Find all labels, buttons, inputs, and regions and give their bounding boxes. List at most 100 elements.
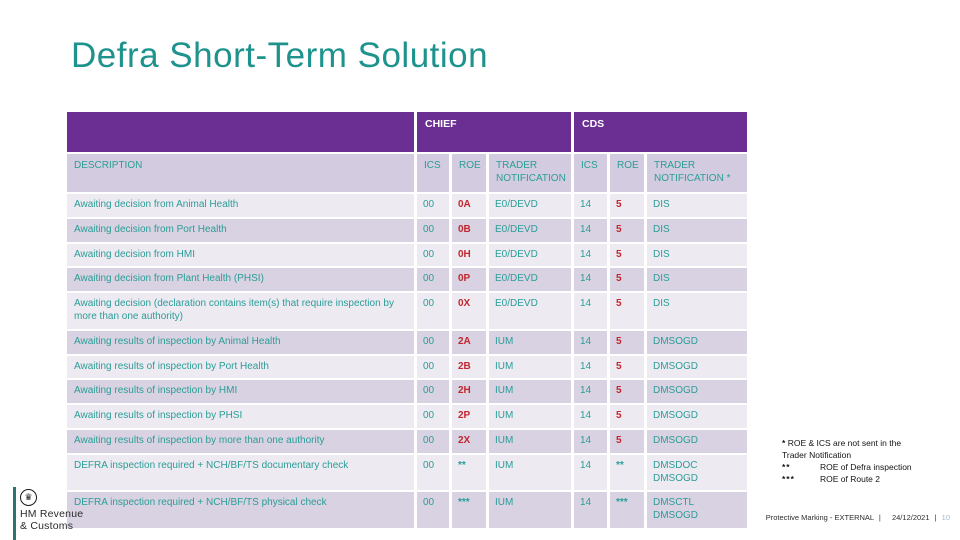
cell-value: 14	[574, 330, 607, 354]
cell-value: 0P	[452, 268, 486, 292]
footnote-mark: *	[782, 438, 786, 448]
cell-value: DMSOGD	[647, 330, 747, 354]
cell-value: 14	[574, 355, 607, 379]
cell-value: DIS	[647, 194, 747, 217]
cell-value: 5	[610, 194, 644, 217]
row-description: DEFRA inspection required + NCH/BF/TS do…	[67, 454, 414, 491]
cell-value: 5	[610, 355, 644, 379]
cell-value: 5	[610, 405, 644, 428]
cell-value: 00	[417, 355, 449, 379]
row-description: Awaiting results of inspection by HMI	[67, 380, 414, 404]
cell-value: 0A	[452, 194, 486, 217]
cell-value: **	[610, 454, 644, 491]
status-table: CHIEF CDS DESCRIPTION ICS ROE TRADER NOTIFICA…	[67, 112, 747, 528]
cell-value: 14	[574, 194, 607, 217]
cell-value: 14	[574, 293, 607, 329]
footnote-text: ROE & ICS are not sent in the Trader Not…	[782, 438, 902, 460]
column-header: ICS	[574, 154, 607, 192]
hmrc-logo-line1: HM Revenue	[20, 508, 84, 520]
cell-value: 14	[574, 405, 607, 428]
column-header: ICS	[417, 154, 449, 192]
cell-value: DIS	[647, 293, 747, 329]
column-header: TRADER NOTIFICATION *	[647, 154, 747, 192]
cell-value: 00	[417, 218, 449, 242]
cell-value: 5	[610, 268, 644, 292]
cell-value: IUM	[489, 355, 571, 379]
cell-value: 00	[417, 380, 449, 404]
row-description: Awaiting results of inspection by Port H…	[67, 355, 414, 379]
hmrc-logo: ♛ HM Revenue & Customs	[20, 489, 83, 532]
footer-separator: |	[934, 513, 937, 522]
cell-value: 2X	[452, 429, 486, 453]
footer-separator: |	[878, 513, 881, 522]
cell-value: 14	[574, 429, 607, 453]
cell-value: 00	[417, 330, 449, 354]
cell-value: 00	[417, 194, 449, 217]
footnotes: * ROE & ICS are not sent in the Trader N…	[782, 438, 924, 486]
cell-value: DIS	[647, 218, 747, 242]
cell-value: 00	[417, 492, 449, 528]
cell-value: IUM	[489, 429, 571, 453]
cell-value: 5	[610, 293, 644, 329]
footnote-text: ROE of Defra inspection	[820, 461, 912, 472]
cell-value: 5	[610, 330, 644, 354]
cell-value: ***	[610, 492, 644, 528]
cell-value: 5	[610, 429, 644, 453]
cell-value: 14	[574, 268, 607, 292]
cell-value: 14	[574, 218, 607, 242]
cell-value: 00	[417, 293, 449, 329]
cell-value: DMSOGD	[647, 355, 747, 379]
cell-value: DIS	[647, 268, 747, 292]
row-description: Awaiting decision (declaration contains …	[67, 293, 414, 329]
row-description: DEFRA inspection required + NCH/BF/TS ph…	[67, 492, 414, 528]
cell-value: 14	[574, 380, 607, 404]
crown-icon: ♛	[20, 489, 37, 506]
cell-value: 5	[610, 243, 644, 267]
row-description: Awaiting results of inspection by more t…	[67, 429, 414, 453]
cell-value: DMSOGD	[647, 429, 747, 453]
cell-value: 14	[574, 243, 607, 267]
hmrc-logo-line2: & Customs	[20, 519, 74, 532]
footnote-mark: **	[782, 461, 791, 472]
cell-value: E0/DEVD	[489, 293, 571, 329]
footnote-line: * ROE & ICS are not sent in the Trader N…	[782, 438, 924, 462]
footer-marking: Protective Marking - EXTERNAL	[765, 513, 874, 522]
cell-value: DMSOGD	[647, 405, 747, 428]
cell-value: IUM	[489, 380, 571, 404]
footnote-line: ** ROE of Defra inspection	[782, 462, 924, 474]
footer: Protective Marking - EXTERNAL | 24/12/20…	[0, 513, 950, 522]
cell-value: DIS	[647, 243, 747, 267]
row-description: Awaiting decision from Port Health	[67, 218, 414, 242]
cell-value: 14	[574, 454, 607, 491]
cell-value: E0/DEVD	[489, 243, 571, 267]
cell-value: 2B	[452, 355, 486, 379]
group-header-blank	[67, 112, 414, 152]
cell-value: 14	[574, 492, 607, 528]
cell-value: 00	[417, 243, 449, 267]
cell-value: DMSDOC DMSOGD	[647, 454, 747, 491]
cell-value: IUM	[489, 492, 571, 528]
cell-value: 5	[610, 380, 644, 404]
group-header-chief: CHIEF	[417, 112, 571, 152]
cell-value: ***	[452, 492, 486, 528]
cell-value: **	[452, 454, 486, 491]
crown-glyph: ♛	[24, 492, 33, 502]
row-description: Awaiting decision from HMI	[67, 243, 414, 267]
cell-value: 0H	[452, 243, 486, 267]
cell-value: IUM	[489, 405, 571, 428]
cell-value: IUM	[489, 330, 571, 354]
footnote-mark: ***	[782, 473, 795, 484]
row-description: Awaiting results of inspection by PHSI	[67, 405, 414, 428]
teal-accent-line	[13, 487, 16, 540]
column-header-description: DESCRIPTION	[67, 154, 414, 192]
cell-value: 00	[417, 454, 449, 491]
cell-value: 5	[610, 218, 644, 242]
cell-value: DMSCTL DMSOGD	[647, 492, 747, 528]
hmrc-logo-text: HM Revenue & Customs	[20, 508, 84, 532]
cell-value: 00	[417, 405, 449, 428]
cell-value: 2P	[452, 405, 486, 428]
cell-value: 0X	[452, 293, 486, 329]
cell-value: E0/DEVD	[489, 194, 571, 217]
cell-value: 2H	[452, 380, 486, 404]
